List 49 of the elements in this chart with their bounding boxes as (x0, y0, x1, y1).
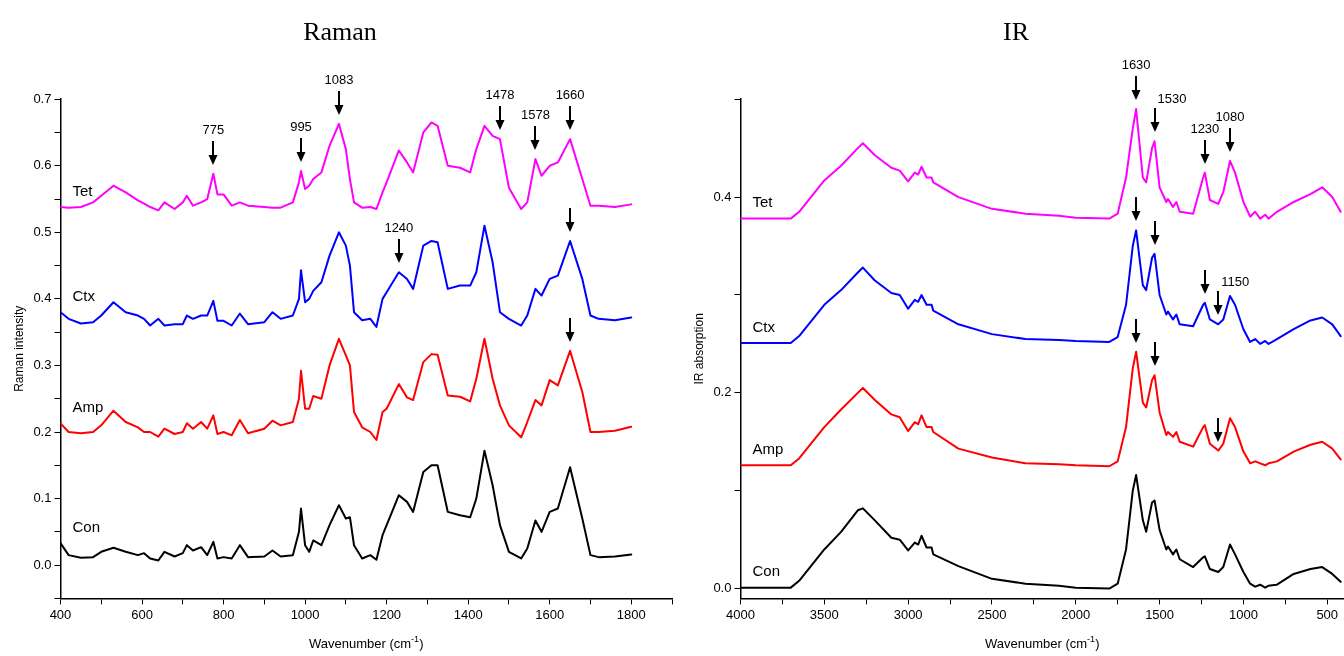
annotation: 1630 (1121, 57, 1151, 73)
y-axis-title: Raman intensity (11, 305, 26, 392)
series-label: Amp (72, 397, 104, 415)
x-tick-label: 1000 (290, 606, 320, 622)
y-tick-label: 0.1 (33, 490, 52, 506)
annotation: 1660 (555, 87, 585, 103)
x-tick-label: 1500 (1145, 606, 1175, 622)
y-tick-label: 0.4 (713, 188, 732, 204)
series-label: Amp (752, 439, 784, 457)
y-tick-label: 0.3 (33, 357, 52, 373)
y-tick-label: 0.0 (33, 556, 52, 572)
y-tick-label: 0.2 (33, 423, 52, 439)
annotation: 995 (290, 119, 312, 135)
x-tick-label: 1600 (535, 606, 565, 622)
x-tick-label: 4000 (726, 606, 755, 622)
series-label: Tet (752, 193, 774, 211)
x-tick-label: 3000 (893, 606, 923, 622)
x-tick-label: 1800 (616, 606, 646, 622)
x-tick-label: 800 (212, 606, 235, 622)
series-label: Con (752, 562, 780, 580)
y-tick-label: 0.6 (33, 157, 52, 173)
chart-title: IR (1003, 17, 1030, 47)
annotation: 1150 (1221, 274, 1250, 290)
series-label: Ctx (72, 286, 96, 304)
annotation: 1240 (384, 220, 414, 236)
y-tick-label: 0.2 (713, 384, 732, 400)
x-tick-label: 2000 (1061, 606, 1091, 622)
series-label: Tet (72, 181, 94, 199)
x-tick-label: 2500 (977, 606, 1007, 622)
annotation: 1530 (1157, 91, 1187, 107)
annotation: 1478 (485, 87, 515, 103)
annotation: 1578 (520, 107, 550, 123)
x-tick-label: 500 (1316, 606, 1339, 622)
annotation: 775 (202, 121, 225, 137)
series-label: Ctx (752, 317, 776, 335)
x-tick-label: 1400 (453, 606, 483, 622)
y-tick-label: 0.7 (33, 90, 52, 106)
y-tick-label: 0.5 (33, 223, 52, 239)
x-tick-label: 3500 (809, 606, 839, 622)
x-tick-label: 1000 (1228, 606, 1258, 622)
x-tick-label: 400 (49, 606, 72, 622)
x-tick-label: 1200 (372, 606, 402, 622)
y-tick-label: 0.0 (713, 580, 732, 596)
annotation: 1083 (324, 71, 354, 87)
x-tick-label: 600 (131, 606, 153, 622)
chart-title: Raman (303, 17, 377, 47)
series-label: Con (72, 517, 100, 535)
y-tick-label: 0.4 (33, 290, 52, 306)
y-axis-title: IR absorption (691, 313, 706, 385)
